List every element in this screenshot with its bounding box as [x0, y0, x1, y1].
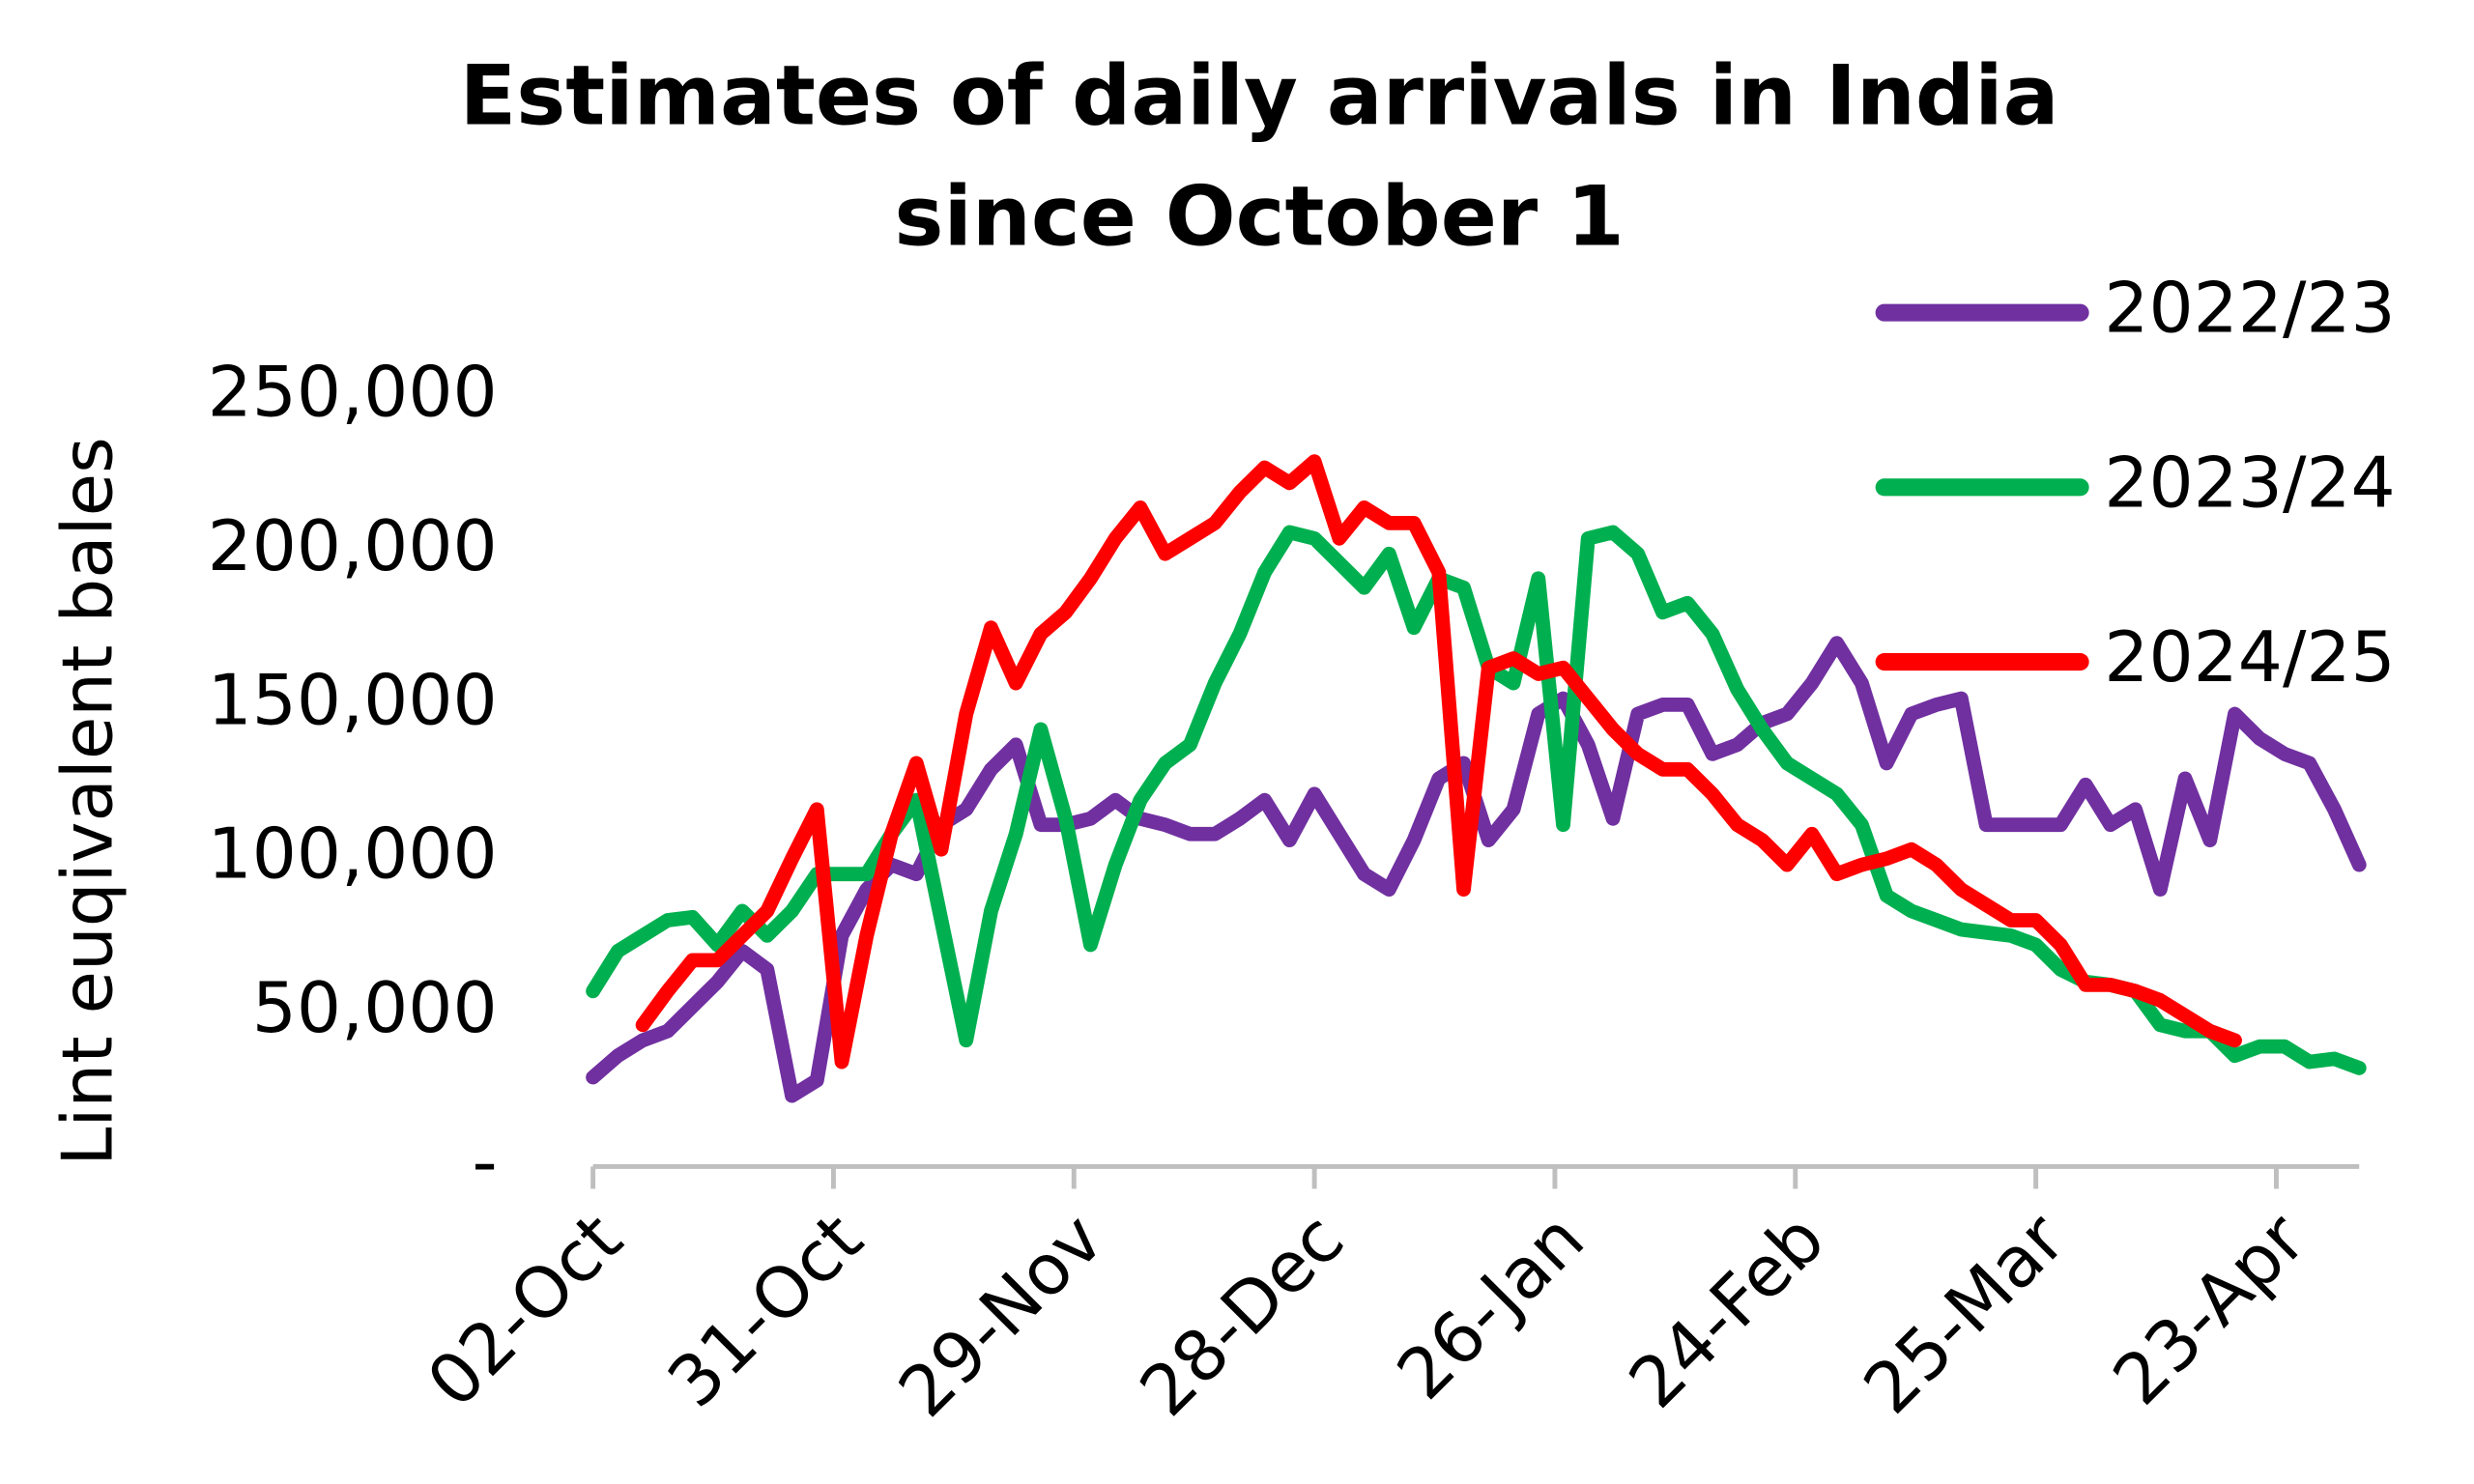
- x-tick-label: 26-Jan: [1382, 1199, 1599, 1415]
- y-axis-label: Lint euqivalent bales: [48, 437, 129, 1166]
- x-tick-label: 24-Feb: [1614, 1199, 1840, 1424]
- y-tick-label: 100,000: [208, 814, 498, 896]
- legend-label: 2024/25: [2104, 617, 2395, 699]
- legend-label: 2023/24: [2104, 442, 2395, 524]
- y-tick-label: 250,000: [208, 353, 498, 434]
- x-tick-label: 29-Nov: [884, 1199, 1119, 1433]
- y-tick-label: -: [472, 1123, 497, 1204]
- x-tick-label: 25-Mar: [1849, 1199, 2081, 1430]
- chart-title: Estimates of daily arrivals in India: [460, 49, 2059, 145]
- chart-title: since October 1: [894, 170, 1624, 266]
- x-tick-label: 02-Oct: [413, 1199, 638, 1424]
- y-tick-label: 50,000: [252, 968, 498, 1049]
- legend-label: 2022/23: [2104, 269, 2395, 350]
- series-line: [635, 454, 2242, 1070]
- y-tick-label: 200,000: [208, 506, 498, 587]
- x-tick-label: 31-Oct: [653, 1199, 878, 1424]
- y-tick-label: 150,000: [208, 661, 498, 742]
- x-tick-label: 23-Apr: [2098, 1199, 2321, 1421]
- x-tick-label: 28-Dec: [1125, 1199, 1360, 1433]
